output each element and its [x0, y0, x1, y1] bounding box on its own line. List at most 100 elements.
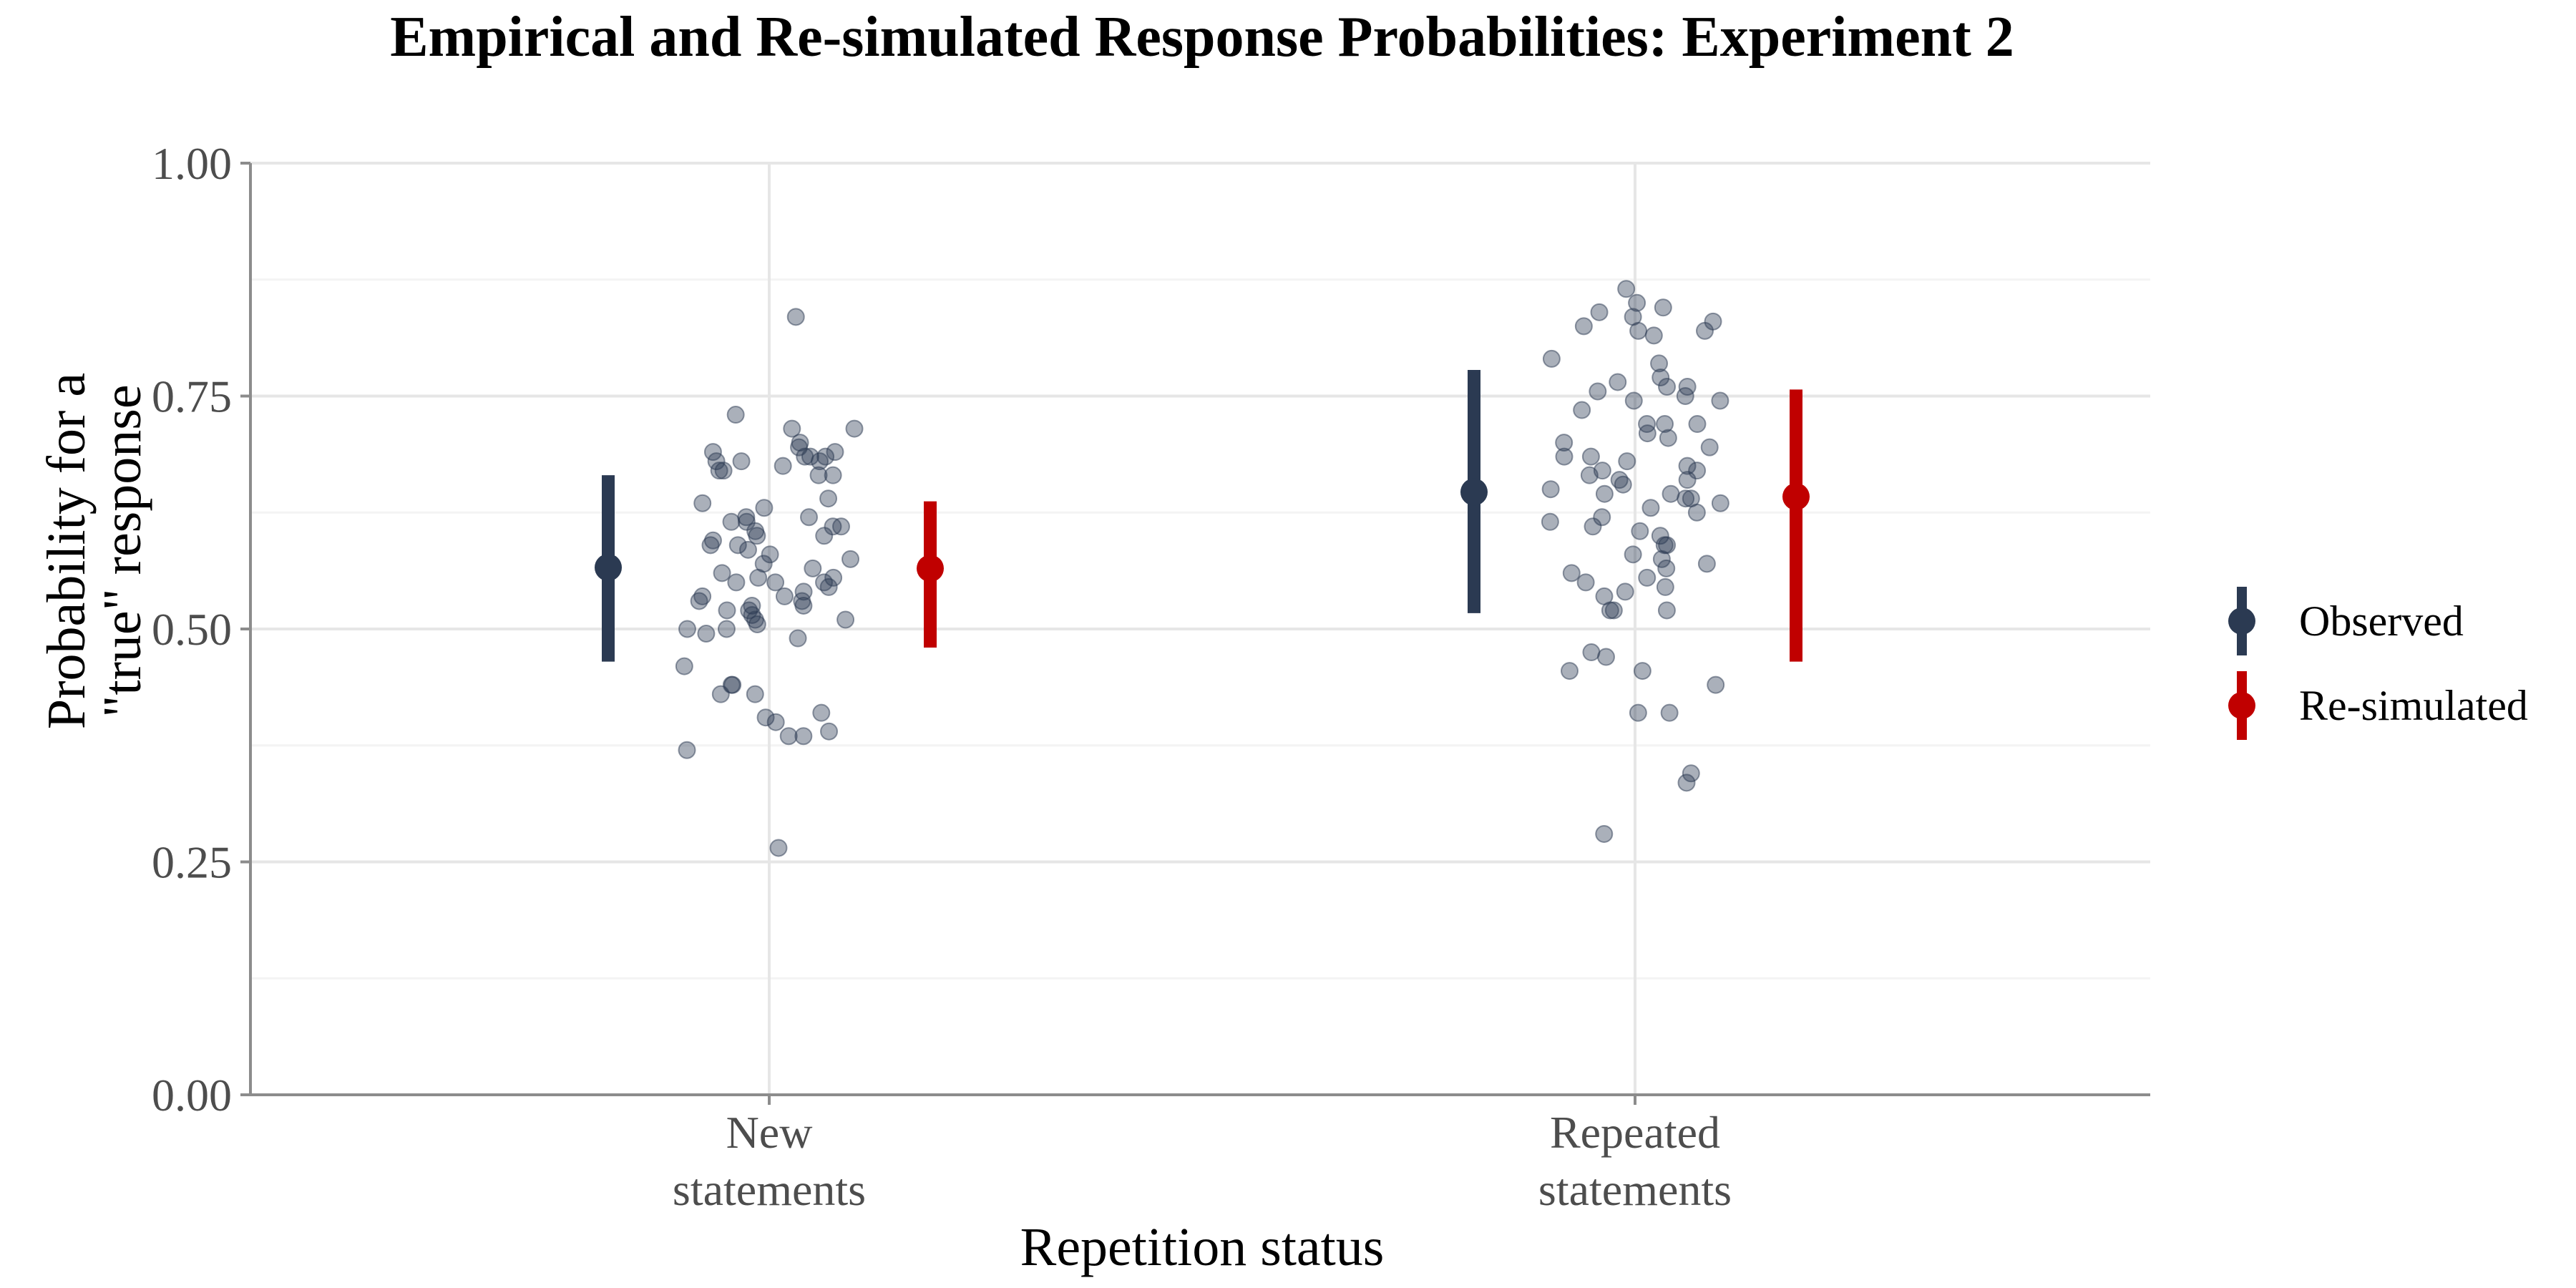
participant-point: [1711, 391, 1729, 410]
participant-point: [1618, 452, 1636, 471]
participant-point: [794, 596, 813, 615]
participant-point: [1677, 774, 1696, 792]
participant-point: [693, 494, 712, 512]
participant-point: [800, 508, 819, 527]
participant-point: [697, 625, 716, 643]
participant-point: [678, 620, 696, 638]
participant-point: [722, 512, 741, 531]
participant-point: [1609, 373, 1627, 391]
participant-point: [815, 527, 834, 545]
participant-point: [769, 839, 788, 857]
participant-point: [1555, 434, 1574, 452]
participant-point: [690, 592, 708, 610]
participant-point: [1655, 536, 1674, 555]
participant-point: [1580, 466, 1599, 484]
participant-point: [1542, 349, 1561, 368]
participant-point: [804, 559, 822, 577]
participant-point: [701, 536, 720, 555]
mean-point: [595, 554, 622, 582]
participant-point: [809, 466, 828, 484]
participant-point: [811, 452, 829, 471]
participant-point: [794, 727, 813, 746]
participant-point: [774, 457, 792, 475]
participant-point: [711, 685, 730, 703]
y-axis-title-line-1: Probability for a: [36, 373, 97, 729]
participant-point: [1604, 601, 1623, 620]
participant-point: [1629, 703, 1647, 722]
participant-point: [1696, 321, 1714, 340]
participant-point: [714, 462, 733, 480]
participant-point: [789, 629, 807, 648]
participant-point: [812, 703, 831, 722]
participant-point: [1677, 489, 1695, 508]
participant-point: [727, 573, 746, 592]
participant-point: [1651, 527, 1669, 545]
legend-label: Re-simulated: [2299, 682, 2528, 729]
x-tick-label: New: [726, 1107, 813, 1158]
participant-point: [738, 540, 757, 559]
participant-point: [1576, 573, 1595, 592]
participant-point: [766, 713, 785, 731]
participant-point: [1638, 424, 1657, 443]
participant-point: [1631, 522, 1649, 540]
axes: 0.00 0.25 0.50 0.75 1.00 New statements Repeate…: [152, 138, 2150, 1215]
participant-point: [1659, 429, 1677, 447]
participant-point: [779, 727, 798, 746]
participant-point: [761, 545, 779, 564]
participant-point: [1595, 824, 1614, 843]
y-tick-label: 0.25: [152, 837, 232, 888]
participant-point: [1678, 457, 1697, 475]
participant-point: [1656, 415, 1674, 434]
participant-point: [775, 587, 794, 605]
legend-label: Observed: [2299, 597, 2464, 645]
participant-point: [732, 452, 751, 471]
participant-point: [1644, 326, 1663, 345]
participant-point: [783, 419, 801, 438]
chart-title: Empirical and Re-simulated Response Prob…: [390, 6, 2014, 69]
participant-point: [1641, 499, 1660, 517]
participant-point: [1707, 675, 1725, 694]
participant-point: [1650, 354, 1669, 373]
y-tick-label: 0.00: [152, 1070, 232, 1121]
participant-point: [1638, 415, 1657, 434]
participant-point: [1662, 484, 1680, 503]
summary-points: [595, 370, 1810, 662]
participant-point: [1652, 550, 1671, 568]
participant-point: [819, 577, 838, 596]
y-tick-label: 0.50: [152, 604, 232, 655]
participant-point: [749, 568, 768, 587]
participant-point: [748, 527, 766, 545]
participant-point: [1711, 494, 1729, 512]
participant-point: [1682, 764, 1700, 783]
participant-point: [1555, 447, 1574, 466]
participant-point: [1628, 293, 1646, 312]
participant-point: [746, 685, 764, 703]
participant-point: [1678, 471, 1697, 489]
participant-point: [1658, 377, 1677, 396]
x-tick-label: Repeated: [1550, 1107, 1720, 1158]
participant-point: [703, 443, 722, 462]
participant-point: [1584, 517, 1602, 536]
participant-point: [801, 447, 819, 466]
participant-point: [726, 406, 745, 424]
participant-point: [718, 601, 736, 620]
participant-point: [841, 550, 860, 568]
participant-point: [710, 462, 728, 480]
participant-point: [1624, 391, 1643, 410]
participant-point: [678, 741, 696, 759]
participant-point: [1638, 568, 1657, 587]
participant-point: [713, 564, 731, 582]
participant-point: [756, 708, 775, 727]
participant-point: [1574, 317, 1593, 336]
participant-point: [1660, 703, 1679, 722]
participant-point: [1541, 512, 1559, 531]
y-tick-label: 0.75: [152, 371, 232, 422]
x-tick-label: statements: [673, 1164, 866, 1215]
y-tick-label: 1.00: [152, 138, 232, 189]
participant-point: [1589, 382, 1607, 401]
participant-point: [824, 568, 843, 587]
participant-point: [824, 466, 842, 484]
individual-points: [675, 280, 1729, 857]
participant-point: [826, 443, 844, 462]
legend: Observed Re-simulated: [2228, 587, 2528, 740]
